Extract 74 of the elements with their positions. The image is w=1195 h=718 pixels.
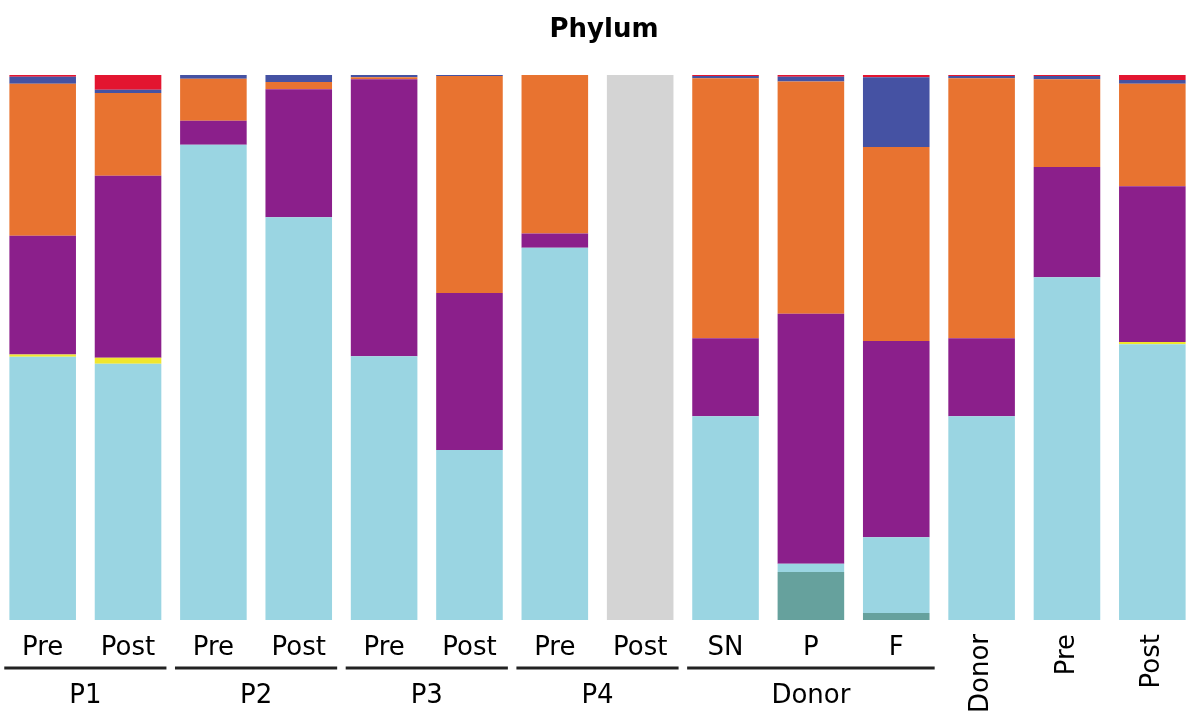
bar	[94, 75, 162, 90]
x-tick-label: Post	[442, 630, 497, 661]
bar	[692, 338, 759, 417]
bar	[9, 76, 76, 84]
bar	[9, 83, 76, 236]
bar	[521, 233, 589, 248]
chart-title: Phylum	[549, 12, 659, 43]
bar	[777, 81, 845, 314]
text: Donor	[771, 678, 851, 709]
bar	[862, 612, 930, 620]
bar	[1033, 277, 1101, 620]
bar	[180, 120, 247, 145]
bar	[9, 354, 76, 357]
bar	[1119, 75, 1186, 80]
bar	[1119, 342, 1186, 345]
bar	[94, 357, 162, 364]
bar	[265, 82, 333, 90]
bar	[1033, 79, 1101, 168]
bar	[862, 340, 930, 538]
x-tick-label: Post	[100, 630, 156, 661]
bar	[862, 75, 930, 78]
bar	[862, 146, 930, 341]
x-tick-label: Pre	[22, 630, 64, 661]
bar	[521, 247, 589, 620]
bar	[692, 78, 759, 339]
bar	[265, 217, 333, 620]
bar	[1119, 83, 1186, 187]
bar	[436, 449, 503, 620]
bar	[436, 293, 503, 450]
bar	[777, 76, 845, 82]
bar	[948, 78, 1015, 339]
bar	[1119, 79, 1186, 84]
bar	[862, 537, 930, 613]
bar	[777, 563, 845, 573]
text: P4	[581, 678, 614, 709]
x-tick-label: Post	[612, 630, 668, 661]
bar	[1119, 344, 1186, 620]
bar	[948, 416, 1015, 620]
bar	[692, 416, 759, 620]
bar	[948, 338, 1015, 417]
x-tick-label: Pre	[192, 630, 235, 661]
bar	[9, 235, 76, 355]
x-tick-label: F	[888, 630, 904, 661]
bar	[94, 92, 162, 176]
bar	[1119, 186, 1186, 343]
bar	[350, 356, 418, 620]
x-tick-label: Post	[271, 630, 326, 661]
bar	[180, 144, 247, 620]
x-tick-label: SN	[707, 630, 744, 661]
bar	[777, 313, 845, 564]
bar	[180, 75, 247, 79]
bar	[606, 75, 674, 620]
text: P1	[69, 678, 102, 709]
x-tick-label: Pre	[534, 630, 576, 661]
bar	[180, 78, 247, 121]
text: P3	[410, 678, 443, 709]
bar	[777, 572, 845, 620]
x-tick-label: P	[803, 630, 819, 661]
bar	[265, 75, 333, 83]
text: P2	[239, 678, 273, 709]
bar	[436, 76, 503, 293]
bar	[265, 89, 333, 218]
bar	[94, 175, 162, 358]
bar	[1033, 167, 1101, 278]
bar	[94, 89, 162, 93]
x-tick-label: Pre	[363, 630, 405, 661]
bar	[9, 356, 76, 620]
x-tick-label: Pre	[1049, 634, 1080, 676]
bar	[521, 75, 589, 234]
x-tick-label: Donor	[964, 633, 995, 714]
bar	[350, 79, 418, 357]
bar	[94, 363, 162, 620]
x-tick-label: Post	[1135, 634, 1166, 689]
bar	[862, 77, 930, 147]
